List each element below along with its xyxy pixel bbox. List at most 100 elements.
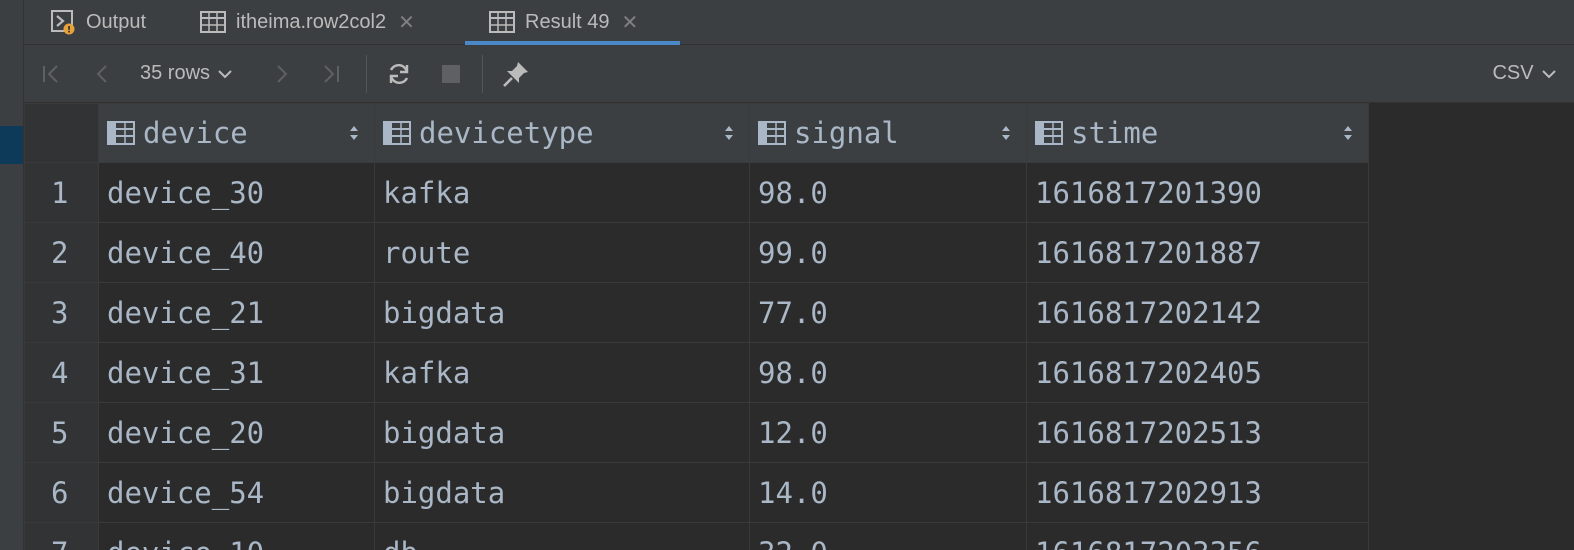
last-page-icon	[324, 64, 339, 83]
row-number[interactable]: 4	[24, 342, 99, 403]
next-page-button[interactable]	[266, 45, 296, 102]
svg-text:!: !	[67, 26, 71, 36]
sort-icon[interactable]	[348, 124, 360, 142]
chevron-down-icon	[1541, 69, 1556, 78]
table-row[interactable]: 4 device_31 kafka 98.0 1616817202405	[24, 342, 1369, 403]
result-table: device devicetype	[24, 103, 1369, 550]
table-icon	[489, 11, 515, 33]
table-row[interactable]: 5 device_20 bigdata 12.0 1616817202513	[24, 402, 1369, 463]
cell-device[interactable]: device_40	[98, 222, 375, 283]
cell-devicetype[interactable]: bigdata	[374, 402, 750, 463]
column-header-devicetype[interactable]: devicetype	[374, 103, 750, 163]
cell-devicetype[interactable]: bigdata	[374, 282, 750, 343]
cell-device[interactable]: device_31	[98, 342, 375, 403]
refresh-button[interactable]	[382, 45, 416, 102]
cell-devicetype[interactable]: kafka	[374, 162, 750, 223]
row-number[interactable]: 7	[24, 522, 99, 550]
tab-label: Result 49	[525, 10, 610, 33]
toolbar-divider	[482, 55, 483, 93]
toolbar-divider	[366, 55, 367, 93]
cell-stime[interactable]: 1616817203356	[1026, 522, 1369, 550]
previous-page-button[interactable]	[88, 45, 118, 102]
column-header-stime[interactable]: stime	[1026, 103, 1369, 163]
column-header-label: device	[143, 116, 248, 150]
export-format-label: CSV	[1492, 62, 1534, 84]
column-header-device[interactable]: device	[98, 103, 375, 163]
row-count-dropdown[interactable]: 35 rows	[140, 45, 250, 102]
cell-device[interactable]: device_21	[98, 282, 375, 343]
row-number[interactable]: 6	[24, 462, 99, 523]
tab-bar: ! Output itheima.row2col2 ✕	[24, 0, 1574, 45]
column-icon	[758, 121, 786, 145]
tab-output[interactable]: ! Output	[50, 0, 146, 44]
last-page-button[interactable]	[316, 45, 346, 102]
cell-signal[interactable]: 32.0	[749, 522, 1027, 550]
row-number[interactable]: 3	[24, 282, 99, 343]
refresh-icon	[389, 63, 409, 84]
cell-signal[interactable]: 77.0	[749, 282, 1027, 343]
column-header-label: signal	[794, 116, 899, 150]
table-row[interactable]: 6 device_54 bigdata 14.0 1616817202913	[24, 462, 1369, 523]
column-icon	[383, 121, 411, 145]
result-toolbar: 35 rows	[24, 45, 1574, 103]
table-row[interactable]: 3 device_21 bigdata 77.0 1616817202142	[24, 282, 1369, 343]
row-number[interactable]: 1	[24, 162, 99, 223]
column-header-label: stime	[1071, 116, 1159, 150]
left-gutter	[0, 0, 24, 550]
data-grid: device devicetype	[24, 103, 1574, 550]
row-number[interactable]: 5	[24, 402, 99, 463]
sort-icon[interactable]	[1000, 124, 1012, 142]
cell-stime[interactable]: 1616817202913	[1026, 462, 1369, 523]
cell-stime[interactable]: 1616817202142	[1026, 282, 1369, 343]
row-count-label: 35 rows	[140, 62, 211, 84]
row-number-header[interactable]	[24, 103, 99, 163]
cell-devicetype[interactable]: db	[374, 522, 750, 550]
table-icon	[200, 11, 226, 33]
column-icon	[107, 121, 135, 145]
cell-signal[interactable]: 98.0	[749, 162, 1027, 223]
cell-device[interactable]: device_20	[98, 402, 375, 463]
table-row[interactable]: 2 device_40 route 99.0 1616817201887	[24, 222, 1369, 283]
first-page-button[interactable]	[36, 45, 66, 102]
chevron-right-icon	[277, 64, 288, 83]
cell-signal[interactable]: 14.0	[749, 462, 1027, 523]
chevron-down-icon	[218, 69, 232, 78]
cell-device[interactable]: device_10	[98, 522, 375, 550]
cell-devicetype[interactable]: route	[374, 222, 750, 283]
chevron-left-icon	[96, 64, 107, 83]
cell-signal[interactable]: 12.0	[749, 402, 1027, 463]
cell-stime[interactable]: 1616817201887	[1026, 222, 1369, 283]
table-row[interactable]: 7 device_10 db 32.0 1616817203356	[24, 522, 1369, 550]
cell-devicetype[interactable]: kafka	[374, 342, 750, 403]
header-row: device devicetype	[24, 103, 1369, 163]
cell-stime[interactable]: 1616817202513	[1026, 402, 1369, 463]
cell-stime[interactable]: 1616817202405	[1026, 342, 1369, 403]
stop-icon	[442, 64, 460, 83]
cell-devicetype[interactable]: bigdata	[374, 462, 750, 523]
stop-button[interactable]	[436, 45, 466, 102]
results-panel: ! Output itheima.row2col2 ✕	[24, 0, 1574, 550]
tab-itheima-row2col2[interactable]: itheima.row2col2 ✕	[200, 0, 415, 44]
pin-icon	[503, 61, 528, 87]
column-header-signal[interactable]: signal	[749, 103, 1027, 163]
cell-signal[interactable]: 99.0	[749, 222, 1027, 283]
first-page-icon	[43, 64, 58, 83]
column-icon	[1035, 121, 1063, 145]
pin-tab-button[interactable]	[498, 45, 534, 102]
column-header-label: devicetype	[419, 116, 594, 150]
tab-output-label: Output	[86, 10, 147, 33]
tab-label: itheima.row2col2	[236, 10, 387, 33]
cell-device[interactable]: device_54	[98, 462, 375, 523]
row-number[interactable]: 2	[24, 222, 99, 283]
sort-icon[interactable]	[723, 124, 735, 142]
close-icon[interactable]: ✕	[621, 11, 639, 34]
cell-device[interactable]: device_30	[98, 162, 375, 223]
table-row[interactable]: 1 device_30 kafka 98.0 1616817201390	[24, 162, 1369, 223]
sort-icon[interactable]	[1342, 124, 1354, 142]
cell-signal[interactable]: 98.0	[749, 342, 1027, 403]
tab-result-49[interactable]: Result 49 ✕	[465, 0, 680, 45]
export-format-dropdown[interactable]: CSV	[1486, 45, 1564, 102]
close-icon[interactable]: ✕	[398, 11, 415, 34]
gutter-selection-marker	[0, 126, 23, 164]
cell-stime[interactable]: 1616817201390	[1026, 162, 1369, 223]
